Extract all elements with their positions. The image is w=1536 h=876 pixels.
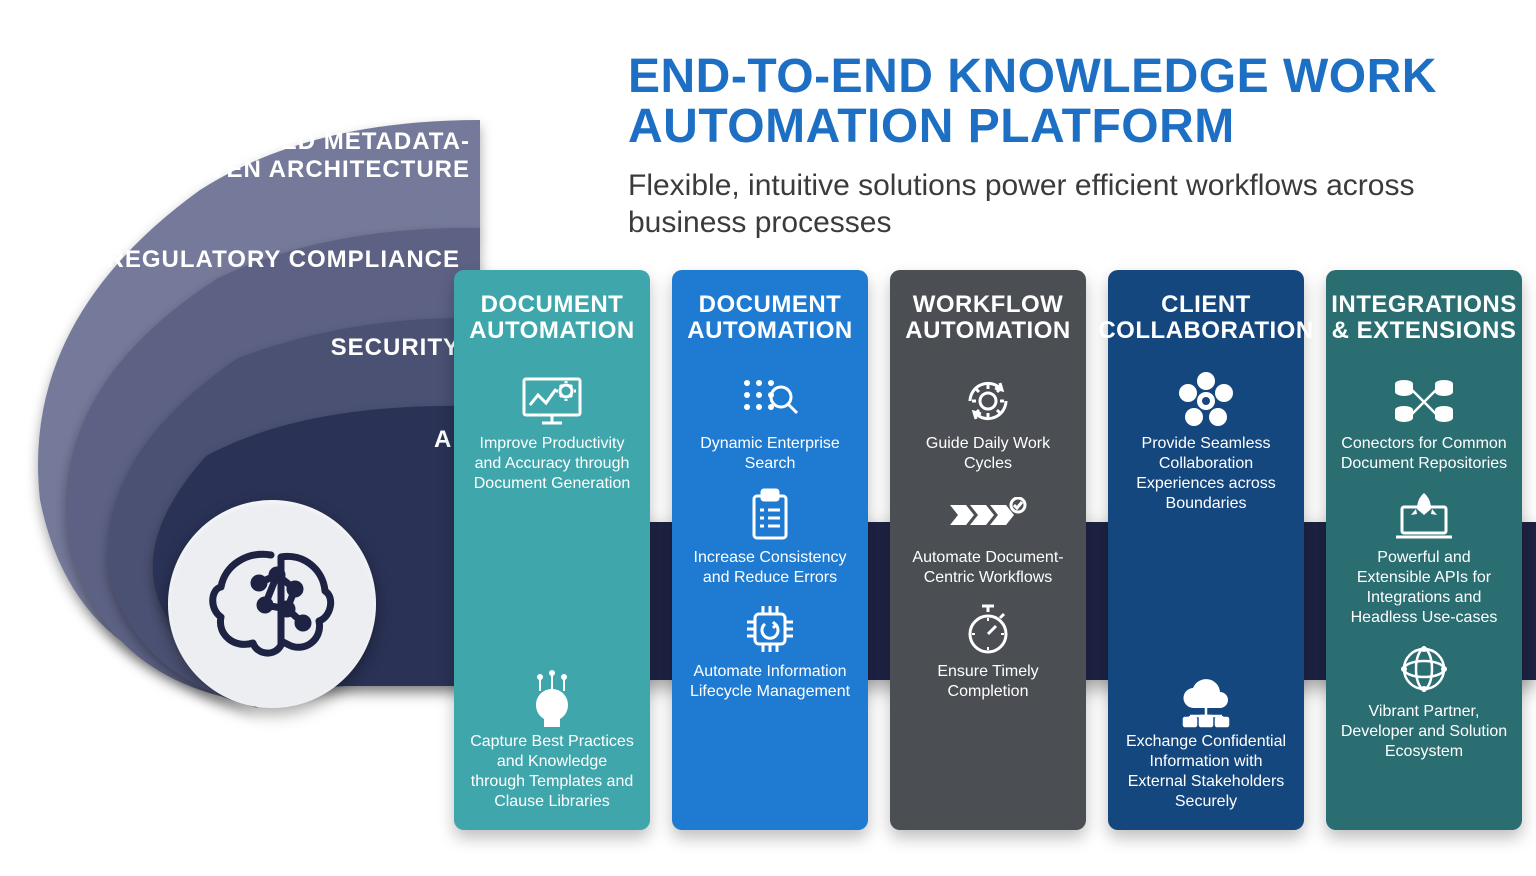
cloud-devices-icon [1170,672,1242,726]
pillar-item: Exchange Confidential Information with E… [1122,672,1290,812]
infographic-stage: END-TO-END KNOWLEDGE WORK AUTOMATION PLA… [0,0,1536,876]
pillar-document-automation-1: DOCUMENT AUTOMATION Improve Productivity… [454,270,650,830]
chevrons-check-icon [948,488,1028,542]
globe-network-icon [1398,642,1450,696]
petal-security-label-wrap: SECURITY [58,308,480,408]
pillar-item-text: Automate Document-Centric Workflows [904,548,1072,588]
pillar-title: CLIENT COLLABORATION [1098,286,1313,350]
pillar-item-text: Ensure Timely Completion [904,662,1072,702]
pillar-item: Provide Seamless Collaboration Experienc… [1122,374,1290,514]
pillar-item-text: Conectors for Common Document Repositori… [1340,434,1508,474]
clipboard-icon [748,488,792,542]
pillar-item: Guide Daily Work Cycles [904,374,1072,474]
brain-icon [207,545,337,663]
pillar-item-text: Exchange Confidential Information with E… [1122,732,1290,812]
pillar-item: Automate Document-Centric Workflows [904,488,1072,588]
pillar-document-automation-2: DOCUMENT AUTOMATION Dynamic Enterprise S… [672,270,868,830]
monitor-gear-icon [520,374,584,428]
grid-search-icon [741,374,799,428]
pillar-title: DOCUMENT AUTOMATION [468,286,636,350]
pillar-item: Ensure Timely Completion [904,602,1072,702]
laptop-rocket-icon [1392,488,1456,542]
pillar-title: WORKFLOW AUTOMATION [904,286,1072,350]
pillar-item: Powerful and Extensible APIs for Integra… [1340,488,1508,628]
pillar-item-text: Vibrant Partner, Developer and Solution … [1340,702,1508,762]
headline-block: END-TO-END KNOWLEDGE WORK AUTOMATION PLA… [628,52,1498,242]
petal-architecture-label-wrap: PATENTED METADATA-DRIVEN ARCHITECTURE [10,110,490,230]
pillar-item-text: Guide Daily Work Cycles [904,434,1072,474]
brain-medallion [168,500,376,708]
chip-cycle-icon [743,602,797,656]
flower-gear-icon [1176,374,1236,428]
stopwatch-icon [963,602,1013,656]
page-subtitle: Flexible, intuitive solutions power effi… [628,167,1498,242]
pillar-item-text: Automate Information Lifecycle Managemen… [686,662,854,702]
pillar-item: Conectors for Common Document Repositori… [1340,374,1508,474]
pillar-client-collaboration: CLIENT COLLABORATION Provide Seamless Co… [1108,270,1304,830]
gear-cycle-icon [960,374,1016,428]
pillar-item-text: Increase Consistency and Reduce Errors [686,548,854,588]
pillars-row: DOCUMENT AUTOMATION Improve Productivity… [454,270,1522,830]
pillar-workflow-automation: WORKFLOW AUTOMATION Guide Daily Work Cyc… [890,270,1086,830]
pillar-item: Dynamic Enterprise Search [686,374,854,474]
pillar-integrations-extensions: INTEGRATIONS & EXTENSIONS Conectors for … [1326,270,1522,830]
pillar-item-text: Capture Best Practices and Knowledge thr… [468,732,636,812]
petal-label: SECURITY [331,334,460,362]
pillar-item-text: Dynamic Enterprise Search [686,434,854,474]
pillar-item: Improve Productivity and Accuracy throug… [468,374,636,494]
petal-label: REGULATORY COMPLIANCE [107,246,460,274]
db-connect-icon [1392,374,1456,428]
pillar-item: Vibrant Partner, Developer and Solution … [1340,642,1508,762]
pillar-item: Capture Best Practices and Knowledge thr… [468,672,636,812]
petal-ai-label-wrap: AI [96,396,480,486]
pillar-title: DOCUMENT AUTOMATION [686,286,854,350]
page-title: END-TO-END KNOWLEDGE WORK AUTOMATION PLA… [628,52,1498,153]
pillar-item-text: Powerful and Extensible APIs for Integra… [1340,548,1508,628]
pillar-item-text: Provide Seamless Collaboration Experienc… [1122,434,1290,514]
petal-label: PATENTED METADATA-DRIVEN ARCHITECTURE [150,128,470,184]
pillar-item-text: Improve Productivity and Accuracy throug… [468,434,636,494]
pillar-item: Increase Consistency and Reduce Errors [686,488,854,588]
pillar-title: INTEGRATIONS & EXTENSIONS [1331,286,1517,350]
pillar-item: Automate Information Lifecycle Managemen… [686,602,854,702]
head-circuit-icon [522,672,582,726]
